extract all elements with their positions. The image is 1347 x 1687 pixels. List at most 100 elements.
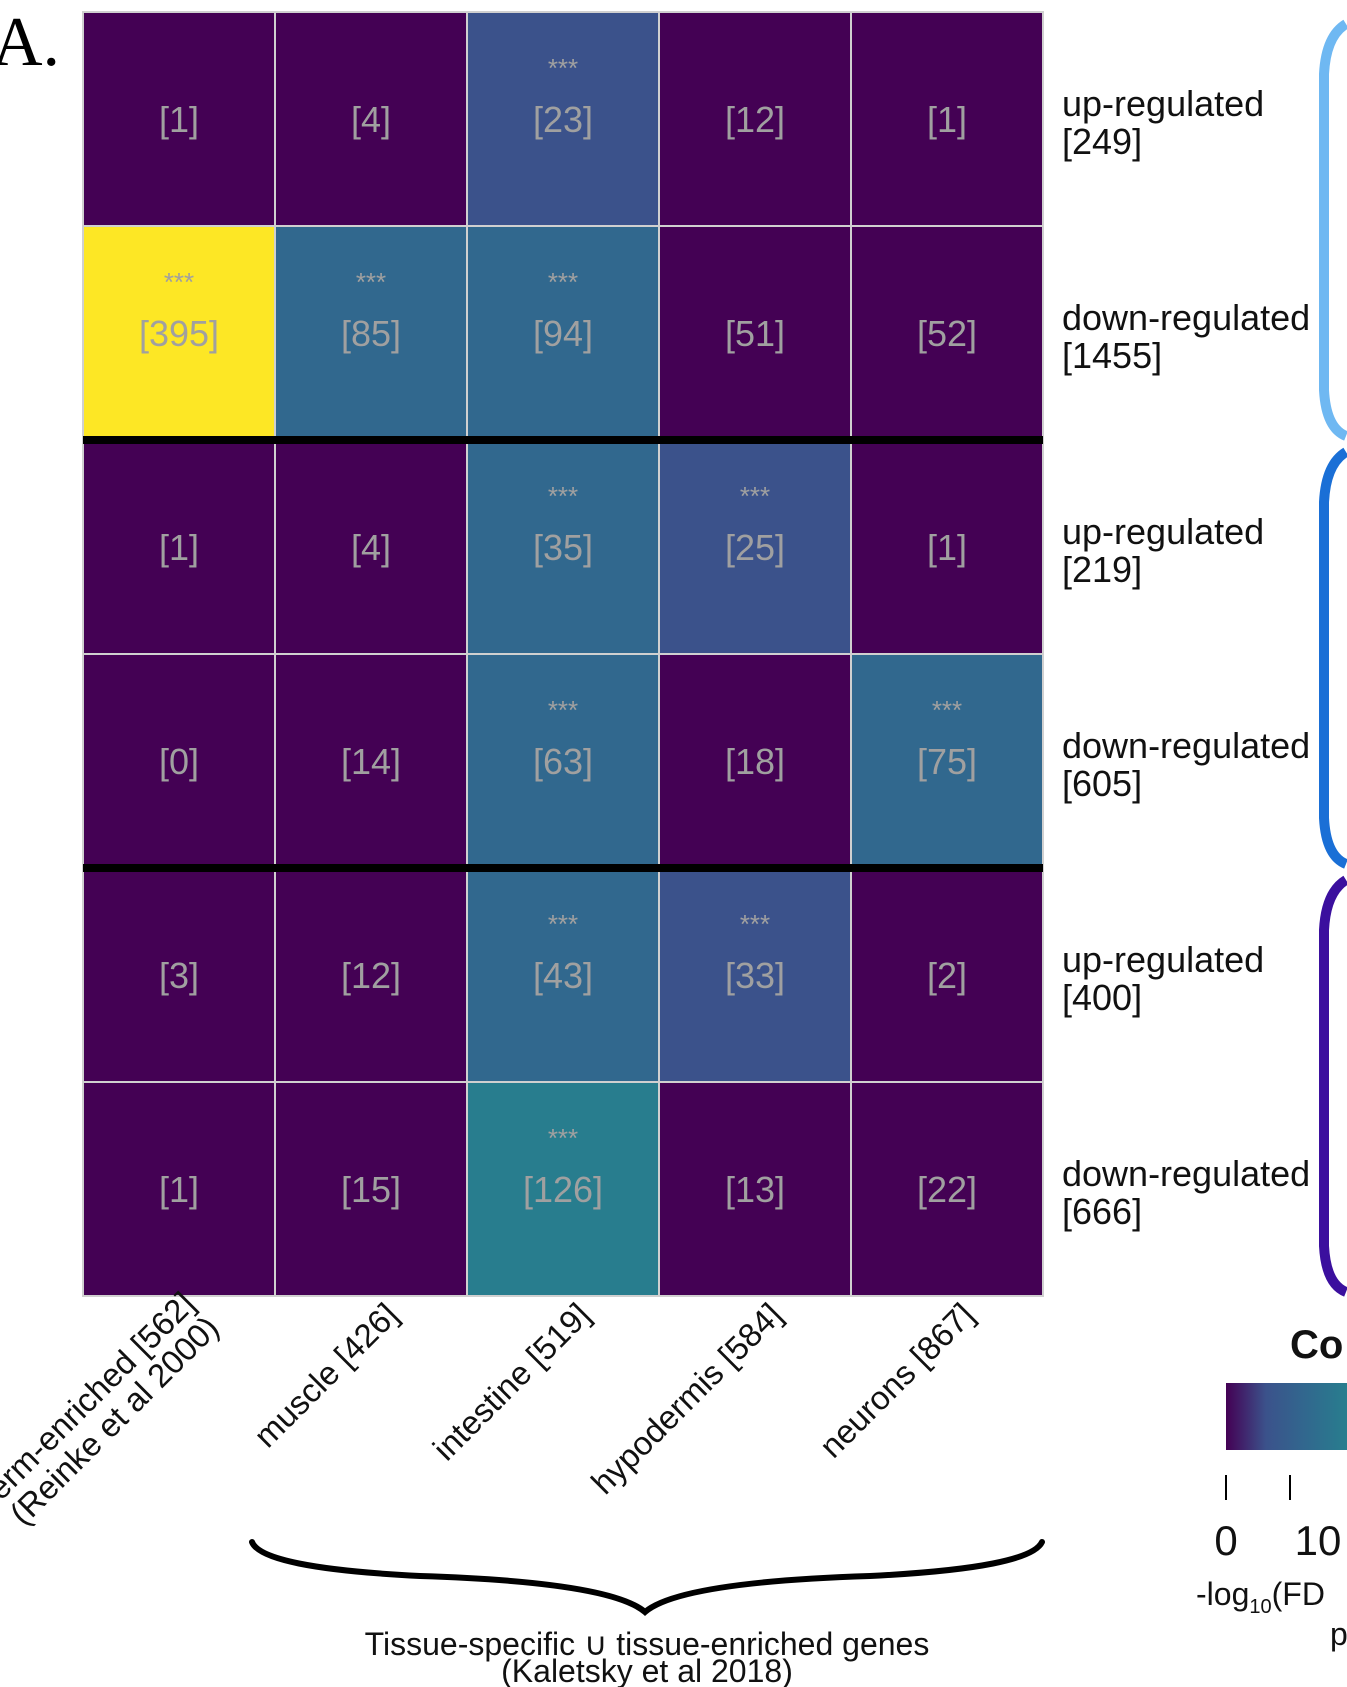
cell-count: [1]: [927, 99, 967, 140]
column-label-sub: (Reinke et al 2000): [2, 1309, 225, 1532]
cell-count: [51]: [725, 313, 785, 354]
colorbar-tick-label: 10: [1295, 1517, 1342, 1564]
row-count: [666]: [1062, 1191, 1142, 1232]
cell-count: [1]: [159, 527, 199, 568]
cell-count: [395]: [139, 313, 219, 354]
group-bracket: [1319, 875, 1347, 1297]
row-count: [400]: [1062, 977, 1142, 1018]
column-label: muscle [426]: [247, 1296, 405, 1454]
cell-count: [1]: [159, 1169, 199, 1210]
row-label: down-regulated: [1062, 297, 1310, 338]
heatmap-cell: [82, 653, 276, 869]
column-label-text: hypodermis [584]: [584, 1296, 789, 1501]
cell-significance: ***: [356, 267, 386, 297]
cell-count: [18]: [725, 741, 785, 782]
column-label: intestine [519]: [426, 1296, 597, 1467]
cell-count: [1]: [927, 527, 967, 568]
cell-count: [23]: [533, 99, 593, 140]
heatmap-cell: [274, 867, 468, 1083]
cell-count: [0]: [159, 741, 199, 782]
heatmap-cell: [658, 439, 852, 655]
column-label: sperm-enriched [562](Reinke et al 2000): [0, 1285, 226, 1532]
column-label: hypodermis [584]: [584, 1296, 789, 1501]
group-bracket: [1319, 19, 1347, 441]
cell-significance: ***: [164, 267, 194, 297]
colorbar-gradient: [1226, 1383, 1347, 1450]
heatmap-cell: [82, 1081, 276, 1297]
row-count: [219]: [1062, 549, 1142, 590]
cell-count: [126]: [523, 1169, 603, 1210]
cell-count: [12]: [341, 955, 401, 996]
cell-significance: ***: [548, 481, 578, 511]
heatmap-cells: [1] [4] *** [23] [12] [1] *** [395] *** [85] *** [9…: [82, 11, 1044, 1297]
group-separators: [83, 436, 1043, 872]
column-label-text: muscle [426]: [247, 1296, 405, 1454]
cell-count: [85]: [341, 313, 401, 354]
cell-count: [4]: [351, 527, 391, 568]
cell-significance: ***: [740, 909, 770, 939]
column-label: neurons [867]: [812, 1296, 981, 1465]
heatmap-cell: [466, 225, 660, 441]
cell-count: [52]: [917, 313, 977, 354]
cell-count: [94]: [533, 313, 593, 354]
column-labels: sperm-enriched [562](Reinke et al 2000) m…: [0, 1285, 981, 1532]
cell-count: [3]: [159, 955, 199, 996]
heatmap-cell: [466, 653, 660, 869]
cell-count: [43]: [533, 955, 593, 996]
row-labels: up-regulated[249]down-regulated[1455]up-…: [1062, 83, 1310, 1232]
cell-count: [15]: [341, 1169, 401, 1210]
heatmap-cell: [274, 439, 468, 655]
cell-count: [13]: [725, 1169, 785, 1210]
heatmap-cell: [466, 439, 660, 655]
row-label: up-regulated: [1062, 939, 1264, 980]
heatmap-cell: [658, 653, 852, 869]
heatmap-cell: [466, 11, 660, 227]
row-count: [605]: [1062, 763, 1142, 804]
panel-letter: A.: [0, 4, 61, 81]
cell-significance: ***: [548, 1123, 578, 1153]
cell-significance: ***: [740, 481, 770, 511]
heatmap-cell: [274, 11, 468, 227]
row-count: [249]: [1062, 121, 1142, 162]
cell-count: [4]: [351, 99, 391, 140]
column-label-text: intestine [519]: [426, 1296, 597, 1467]
cell-significance: ***: [548, 53, 578, 83]
column-label-text: neurons [867]: [812, 1296, 981, 1465]
row-label: down-regulated: [1062, 1153, 1310, 1194]
cell-count: [63]: [533, 741, 593, 782]
cell-significance: ***: [548, 695, 578, 725]
heatmap-cell: [82, 867, 276, 1083]
heatmap-cell: [274, 653, 468, 869]
heatmap-cell: [658, 1081, 852, 1297]
cell-count: [75]: [917, 741, 977, 782]
row-label: up-regulated: [1062, 83, 1264, 124]
cell-count: [35]: [533, 527, 593, 568]
row-count: [1455]: [1062, 335, 1162, 376]
heatmap-cell: [658, 867, 852, 1083]
cell-significance: ***: [932, 695, 962, 725]
group-bracket: [1319, 447, 1347, 869]
cell-count: [14]: [341, 741, 401, 782]
heatmap-cell: [850, 653, 1044, 869]
cell-count: [1]: [159, 99, 199, 140]
row-label: up-regulated: [1062, 511, 1264, 552]
column-group-brace: [249, 1539, 1045, 1616]
heatmap-cell: [658, 225, 852, 441]
heatmap-cell: [274, 225, 468, 441]
cell-significance: ***: [548, 267, 578, 297]
cell-count: [33]: [725, 955, 785, 996]
cell-count: [12]: [725, 99, 785, 140]
heatmap-cell: [850, 439, 1044, 655]
cell-count: [22]: [917, 1169, 977, 1210]
heatmap-cell: [850, 1081, 1044, 1297]
heatmap-cell: [82, 11, 276, 227]
colorbar: Co 0 10 -log10(FD p: [1196, 1323, 1347, 1652]
heatmap-cell: [850, 225, 1044, 441]
colorbar-axis-label-line2: p: [1330, 1616, 1347, 1652]
cell-count: [2]: [927, 955, 967, 996]
heatmap-cell: [466, 867, 660, 1083]
row-label: down-regulated: [1062, 725, 1310, 766]
colorbar-axis-label: -log10(FD: [1196, 1576, 1325, 1618]
heatmap-cell: [658, 11, 852, 227]
